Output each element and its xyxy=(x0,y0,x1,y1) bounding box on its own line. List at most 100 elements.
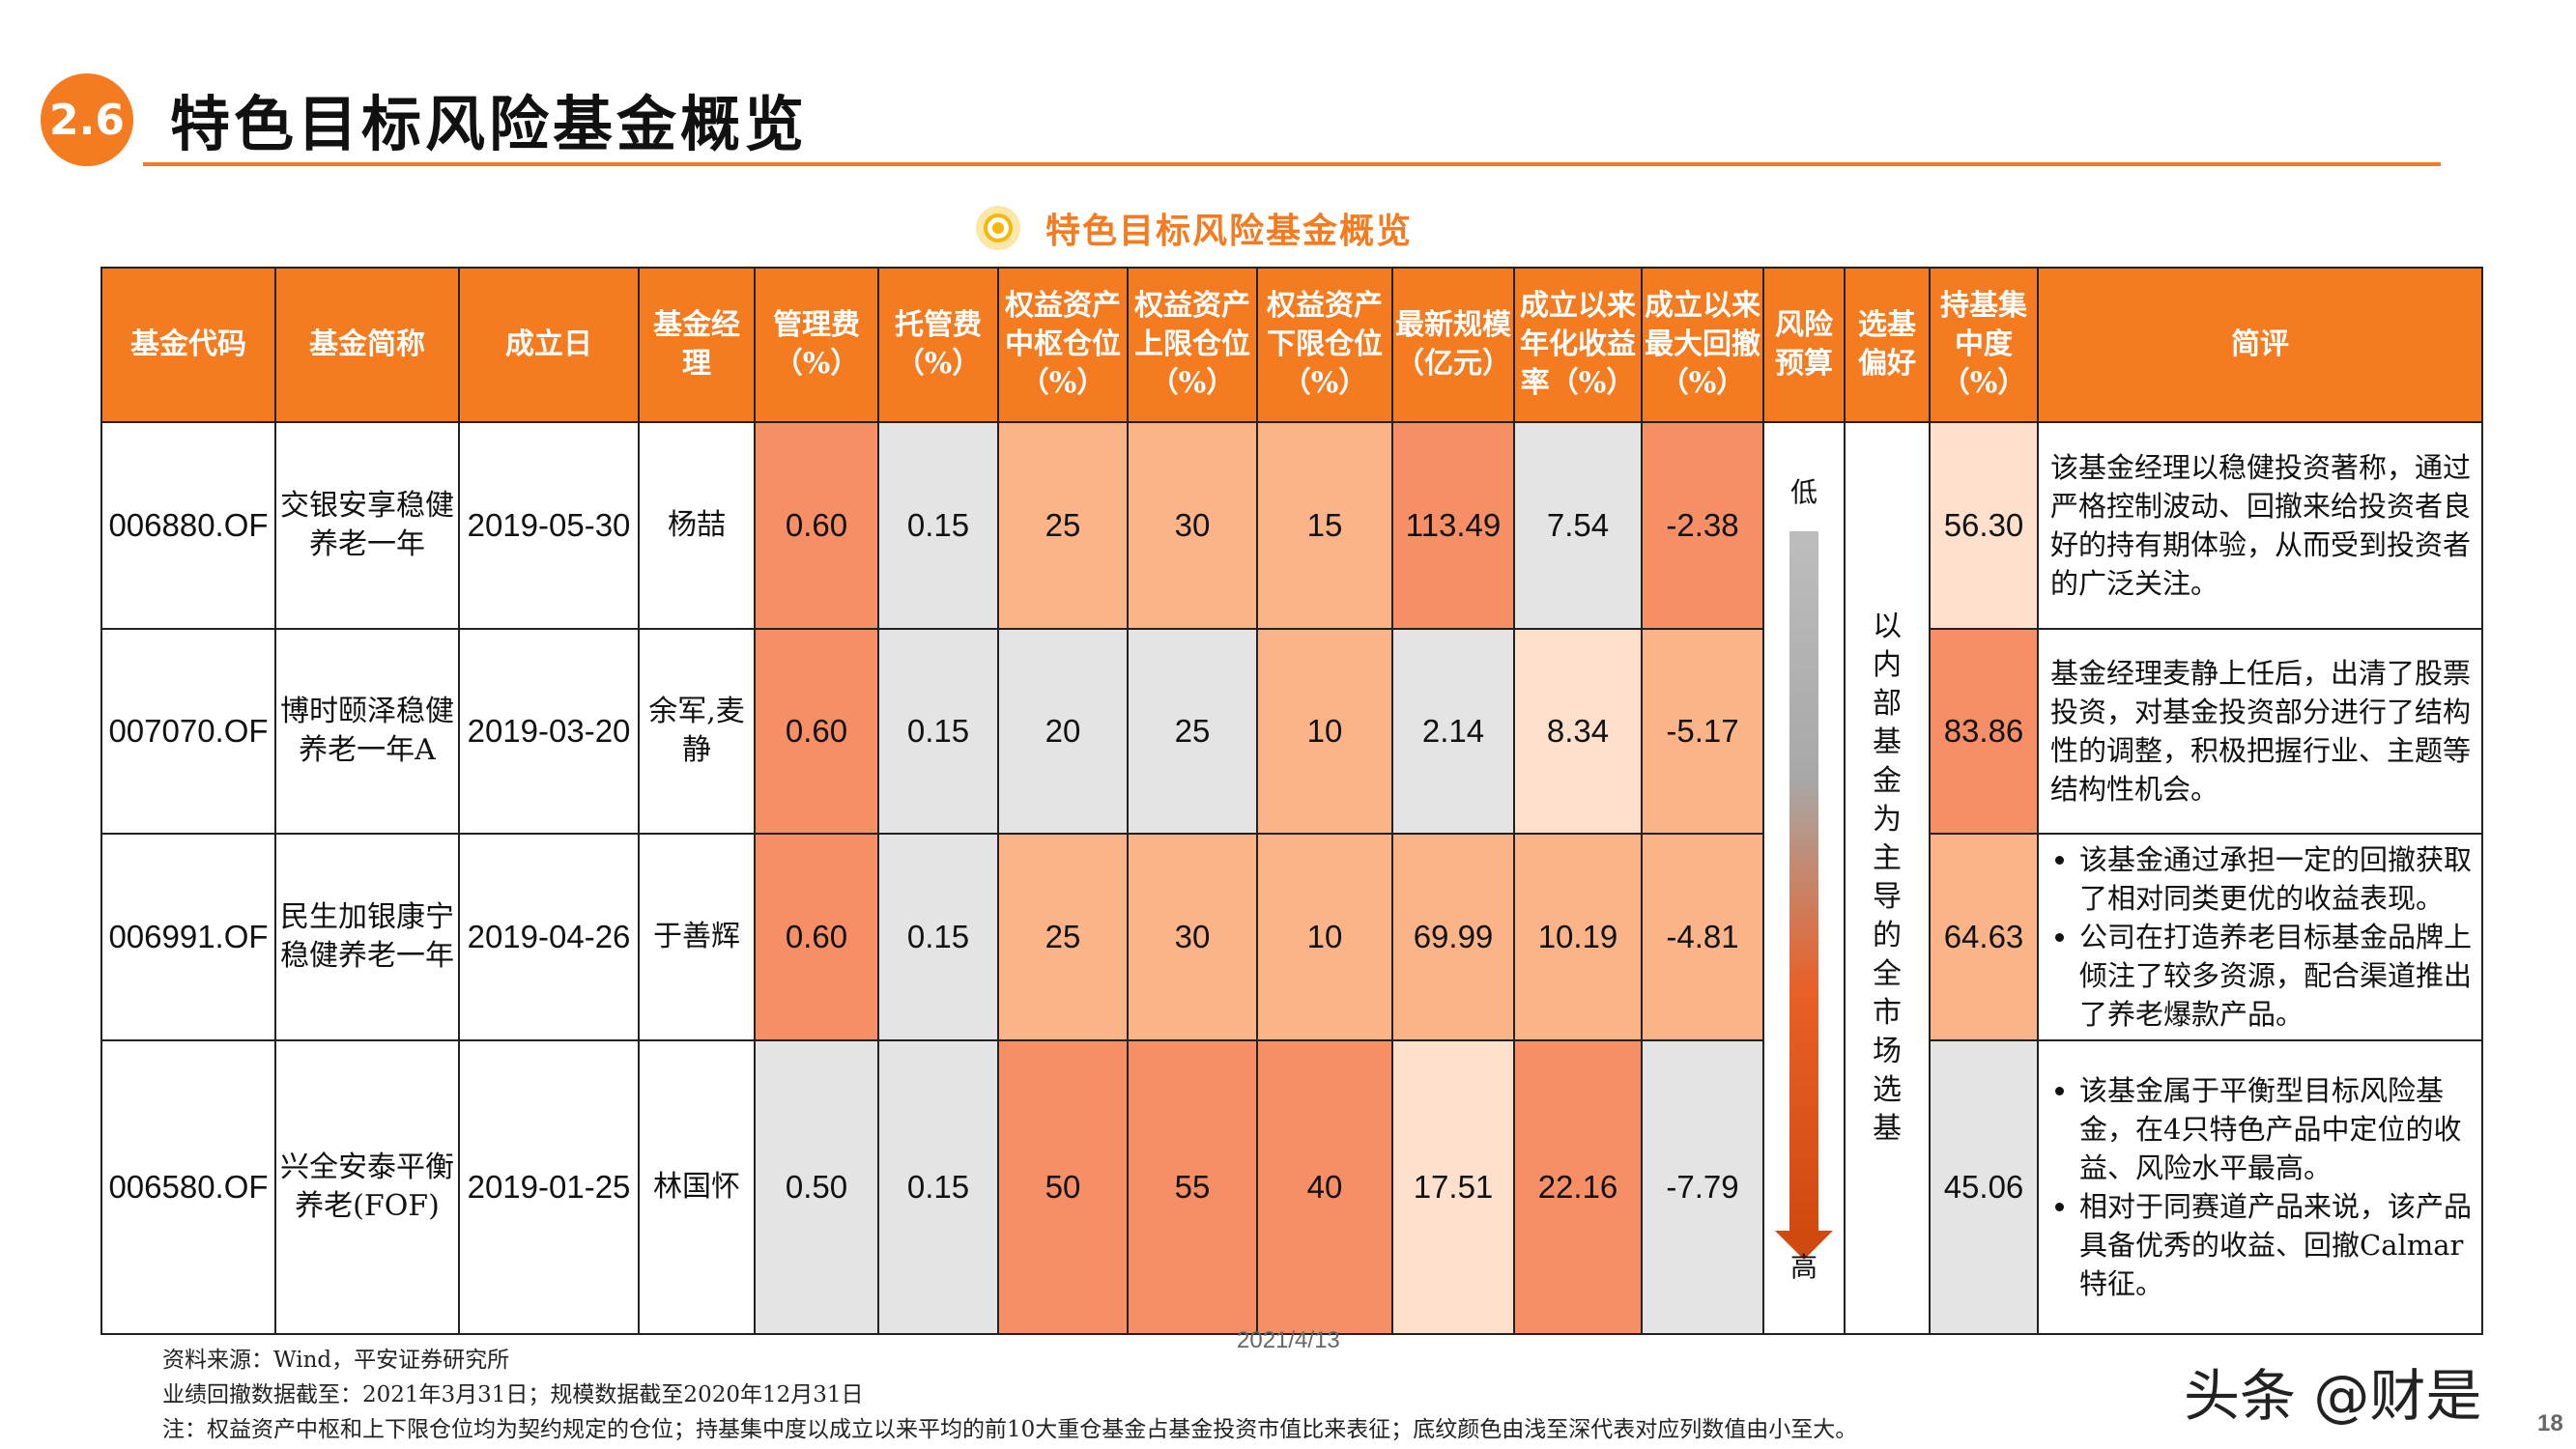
comment: 基金经理麦静上任后，出清了股票投资，对基金投资部分进行了结构性的调整，积极把握行… xyxy=(2037,628,2483,835)
header-name: 基金简称 xyxy=(274,267,460,423)
annual-return: 8.34 xyxy=(1513,628,1643,835)
equity-upper: 55 xyxy=(1127,1039,1258,1335)
fund-overview-table: 基金代码 基金简称 成立日 基金经理 管理费（%） 托管费（%） 权益资产中枢仓… xyxy=(100,267,2483,1335)
table-caption: 特色目标风险基金概览 xyxy=(976,201,1413,255)
mgmt-fee: 0.60 xyxy=(754,628,879,835)
table-caption-text: 特色目标风险基金概览 xyxy=(1045,211,1414,251)
fund-name: 兴全安泰平衡养老(FOF) xyxy=(274,1039,460,1335)
inception-date: 2019-03-20 xyxy=(458,628,640,835)
arrow-down-icon xyxy=(1775,1231,1833,1260)
table-row: 007070.OF 博时颐泽稳健养老一年A 2019-03-20 余军,麦静 0… xyxy=(100,628,2483,835)
fund-manager: 余军,麦静 xyxy=(638,628,756,835)
header-mgmt-fee: 管理费（%） xyxy=(754,267,879,423)
aum: 17.51 xyxy=(1391,1039,1515,1335)
table-row: 006580.OF 兴全安泰平衡养老(FOF) 2019-01-25 林国怀 0… xyxy=(100,1039,2483,1335)
header-concentration: 持基集中度（%） xyxy=(1929,267,2039,423)
equity-upper: 30 xyxy=(1127,421,1258,630)
header-aum: 最新规模（亿元） xyxy=(1391,267,1515,423)
equity-lower: 15 xyxy=(1256,421,1393,630)
risk-low-label: 低 xyxy=(1789,476,1818,508)
header-annual-return: 成立以来年化收益率（%） xyxy=(1513,267,1643,423)
table-header-row: 基金代码 基金简称 成立日 基金经理 管理费（%） 托管费（%） 权益资产中枢仓… xyxy=(100,267,2483,423)
mgmt-fee: 0.60 xyxy=(754,833,879,1041)
data-cutoff-note: 业绩回撤数据截至：2021年3月31日；规模数据截至2020年12月31日 xyxy=(162,1382,864,1407)
fund-manager: 林国怀 xyxy=(638,1039,756,1335)
equity-lower: 10 xyxy=(1256,628,1393,835)
page-number: 18 xyxy=(2537,1410,2563,1436)
source-note: 资料来源：Wind，平安证券研究所 xyxy=(162,1348,510,1373)
comment-bullet: 该基金通过承担一定的回撤获取了相对同类更优的收益表现。 xyxy=(2079,840,2474,918)
risk-budget-scale: 低 高 xyxy=(1762,421,1846,1335)
fund-code: 006880.OF xyxy=(100,421,276,630)
header-inception: 成立日 xyxy=(458,267,640,423)
selection-preference: 以内部基金为主导的全市场选基 xyxy=(1844,421,1931,1335)
concentration: 83.86 xyxy=(1929,628,2039,835)
risk-gradient-bar xyxy=(1789,531,1818,1236)
comment: 该基金经理以稳健投资著称，通过严格控制波动、回撤来给投资者良好的持有期体验，从而… xyxy=(2037,421,2483,630)
inception-date: 2019-01-25 xyxy=(458,1039,640,1335)
header-equity-upper: 权益资产上限仓位（%） xyxy=(1127,267,1258,423)
equity-upper: 25 xyxy=(1127,628,1258,835)
fund-code: 007070.OF xyxy=(100,628,276,835)
mgmt-fee: 0.60 xyxy=(754,421,879,630)
equity-center: 50 xyxy=(997,1039,1129,1335)
custody-fee: 0.15 xyxy=(877,421,999,630)
header-selection-pref: 选基偏好 xyxy=(1844,267,1931,423)
custody-fee: 0.15 xyxy=(877,628,999,835)
title-divider xyxy=(143,162,2441,166)
max-drawdown: -4.81 xyxy=(1641,833,1764,1041)
table-row: 006991.OF 民生加银康宁稳健养老一年 2019-04-26 于善辉 0.… xyxy=(100,833,2483,1041)
equity-lower: 10 xyxy=(1256,833,1393,1041)
aum: 2.14 xyxy=(1391,628,1515,835)
watermark: 头条 @财是 xyxy=(2184,1363,2482,1429)
annual-return: 7.54 xyxy=(1513,421,1643,630)
target-icon xyxy=(976,206,1020,250)
max-drawdown: -5.17 xyxy=(1641,628,1764,835)
comment: 该基金通过承担一定的回撤获取了相对同类更优的收益表现。 公司在打造养老目标基金品… xyxy=(2037,833,2483,1041)
table-row: 006880.OF 交银安享稳健养老一年 2019-05-30 杨喆 0.60 … xyxy=(100,421,2483,1335)
fund-name: 博时颐泽稳健养老一年A xyxy=(274,628,460,835)
max-drawdown: -7.79 xyxy=(1641,1039,1764,1335)
concentration: 56.30 xyxy=(1929,421,2039,630)
equity-center: 20 xyxy=(997,628,1129,835)
concentration: 45.06 xyxy=(1929,1039,2039,1335)
header-manager: 基金经理 xyxy=(638,267,756,423)
page-title: 特色目标风险基金概览 xyxy=(170,89,809,159)
selection-preference-text: 以内部基金为主导的全市场选基 xyxy=(1873,610,1902,1146)
risk-high-label: 高 xyxy=(1789,1251,1818,1283)
mgmt-fee: 0.50 xyxy=(754,1039,879,1335)
section-number-badge: 2.6 xyxy=(41,73,133,166)
footnotes: 资料来源：Wind，平安证券研究所 业绩回撤数据截至：2021年3月31日；规模… xyxy=(162,1343,1857,1447)
fund-code: 006991.OF xyxy=(100,833,276,1041)
annual-return: 10.19 xyxy=(1513,833,1643,1041)
fund-code: 006580.OF xyxy=(100,1039,276,1335)
fund-manager: 于善辉 xyxy=(638,833,756,1041)
equity-lower: 40 xyxy=(1256,1039,1393,1335)
max-drawdown: -2.38 xyxy=(1641,421,1764,630)
slide-date: 2021/4/13 xyxy=(1237,1327,1340,1353)
annual-return: 22.16 xyxy=(1513,1039,1643,1335)
explanation-note: 注：权益资产中枢和上下限仓位均为契约规定的仓位；持基集中度以成立以来平均的前10… xyxy=(162,1417,1858,1442)
custody-fee: 0.15 xyxy=(877,1039,999,1335)
aum: 113.49 xyxy=(1391,421,1515,630)
aum: 69.99 xyxy=(1391,833,1515,1041)
inception-date: 2019-04-26 xyxy=(458,833,640,1041)
comment: 该基金属于平衡型目标风险基金，在4只特色产品中定位的收益、风险水平最高。 相对于… xyxy=(2037,1039,2483,1335)
header-custody-fee: 托管费（%） xyxy=(877,267,999,423)
equity-center: 25 xyxy=(997,421,1129,630)
comment-bullet: 该基金属于平衡型目标风险基金，在4只特色产品中定位的收益、风险水平最高。 xyxy=(2079,1071,2474,1187)
fund-name: 交银安享稳健养老一年 xyxy=(274,421,460,630)
header-code: 基金代码 xyxy=(100,267,276,423)
custody-fee: 0.15 xyxy=(877,833,999,1041)
inception-date: 2019-05-30 xyxy=(458,421,640,630)
comment-bullet: 公司在打造养老目标基金品牌上倾注了较多资源，配合渠道推出了养老爆款产品。 xyxy=(2079,918,2474,1034)
header-risk-budget: 风险预算 xyxy=(1762,267,1846,423)
fund-name: 民生加银康宁稳健养老一年 xyxy=(274,833,460,1041)
equity-upper: 30 xyxy=(1127,833,1258,1041)
header-max-drawdown: 成立以来最大回撤（%） xyxy=(1641,267,1764,423)
header-comment: 简评 xyxy=(2037,267,2483,423)
fund-manager: 杨喆 xyxy=(638,421,756,630)
header-equity-lower: 权益资产下限仓位（%） xyxy=(1256,267,1393,423)
header-equity-center: 权益资产中枢仓位（%） xyxy=(997,267,1129,423)
concentration: 64.63 xyxy=(1929,833,2039,1041)
